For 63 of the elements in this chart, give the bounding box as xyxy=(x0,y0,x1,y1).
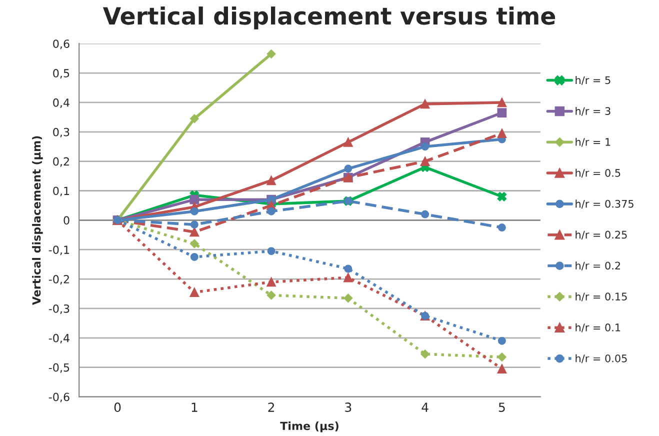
point xyxy=(497,98,507,108)
point xyxy=(266,277,276,287)
point xyxy=(344,264,352,273)
point xyxy=(421,210,430,218)
x-tick-label: 0 xyxy=(114,402,121,412)
point xyxy=(498,336,506,345)
legend-label: h/r = 0.5 xyxy=(576,168,620,178)
y-tick-label: 0,4 xyxy=(53,98,70,108)
point xyxy=(343,138,353,147)
y-tick-label: 0 xyxy=(64,216,70,225)
point xyxy=(190,194,200,204)
legend-label: h/r = 0.05 xyxy=(576,354,627,364)
legend-label: h/r = 0.25 xyxy=(576,230,627,240)
point xyxy=(498,224,506,232)
point xyxy=(267,207,276,216)
y-tick-label: -0,2 xyxy=(48,275,69,285)
point xyxy=(343,272,353,282)
y-tick-label: -0,3 xyxy=(48,304,70,314)
x-tick-label: 4 xyxy=(422,402,428,412)
point xyxy=(420,99,430,109)
point xyxy=(266,290,276,300)
x-tick-label: 2 xyxy=(268,402,274,412)
y-tick-label: -0,6 xyxy=(48,392,70,402)
y-tick-label: -0,1 xyxy=(48,246,70,256)
y-tick-label: 0,5 xyxy=(53,69,70,79)
y-tick-label: -0,4 xyxy=(48,334,70,344)
point xyxy=(266,49,276,58)
point xyxy=(497,364,507,374)
point xyxy=(267,247,276,256)
legend-label: h/r = 1 xyxy=(576,138,610,147)
point xyxy=(266,176,276,186)
y-tick-label: -0,5 xyxy=(48,363,70,373)
legend-label: h/r = 0.1 xyxy=(576,323,620,332)
chart-title: Vertical displacement versus time xyxy=(102,6,556,30)
point xyxy=(344,164,352,173)
x-tick-label: 1 xyxy=(192,402,198,412)
legend-label: h/r = 3 xyxy=(576,106,610,116)
y-tick-label: 0,2 xyxy=(53,157,69,167)
x-tick-label: 5 xyxy=(498,402,505,412)
legend-label: h/r = 0.2 xyxy=(576,262,620,270)
point xyxy=(344,294,353,303)
point xyxy=(190,288,200,297)
y-axis-title: Vertical displacement (µm) xyxy=(32,136,43,306)
legend-label: h/r = 0.15 xyxy=(576,292,627,302)
legend-label: h/r = 0.375 xyxy=(576,200,634,209)
point xyxy=(190,220,198,229)
point xyxy=(190,207,198,216)
point xyxy=(190,114,199,124)
x-axis-title: Time (µs) xyxy=(280,421,338,432)
point xyxy=(190,252,198,261)
y-tick-label: 0,1 xyxy=(53,186,70,196)
point xyxy=(497,192,507,202)
point xyxy=(420,156,430,166)
point xyxy=(190,227,200,237)
point xyxy=(497,108,507,118)
point xyxy=(497,352,506,362)
point xyxy=(497,128,507,138)
x-tick-label: 3 xyxy=(345,402,352,412)
y-tick-label: 0,6 xyxy=(53,40,70,50)
point xyxy=(421,142,430,151)
y-tick-label: 0,3 xyxy=(53,128,70,138)
legend-label: h/r = 5 xyxy=(576,76,610,85)
point xyxy=(190,239,199,248)
